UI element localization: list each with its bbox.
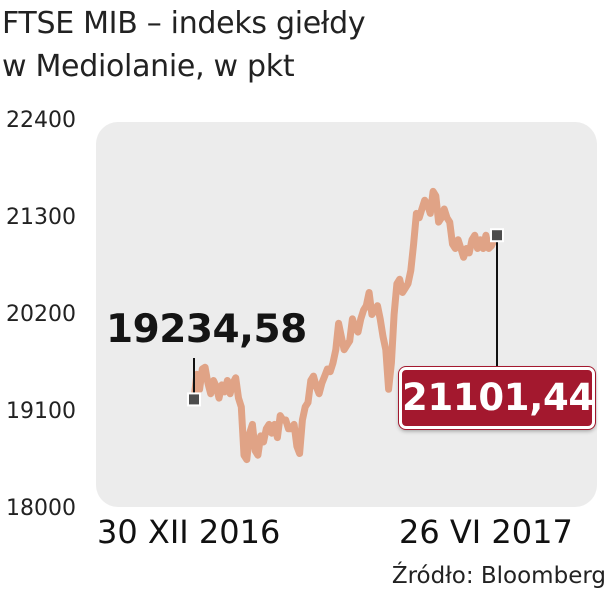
y-tick-label: 19100 (6, 399, 76, 424)
series-line (190, 187, 501, 464)
end-point-marker (490, 228, 504, 243)
start-value-label: 19234,58 (106, 307, 307, 352)
x-end-label: 26 VI 2017 (399, 513, 573, 551)
source-note: Źródło: Bloomberg (391, 563, 606, 589)
chart-title-line-1: FTSE MIB – indeks giełdy (2, 6, 366, 41)
x-start-label: 30 XII 2016 (97, 513, 281, 551)
y-tick-label: 18000 (6, 496, 76, 521)
y-tick-label: 22400 (6, 108, 76, 133)
y-tick-label: 20200 (6, 302, 76, 327)
y-tick-label: 21300 (6, 205, 76, 230)
start-point-marker (187, 392, 201, 407)
plot-area (96, 122, 597, 507)
end-value-badge: 21101,44 (399, 367, 595, 429)
chart-title: FTSE MIB – indeks giełdy w Mediolanie, w… (2, 2, 602, 88)
chart-title-line-2: w Mediolanie, w pkt (2, 49, 295, 84)
